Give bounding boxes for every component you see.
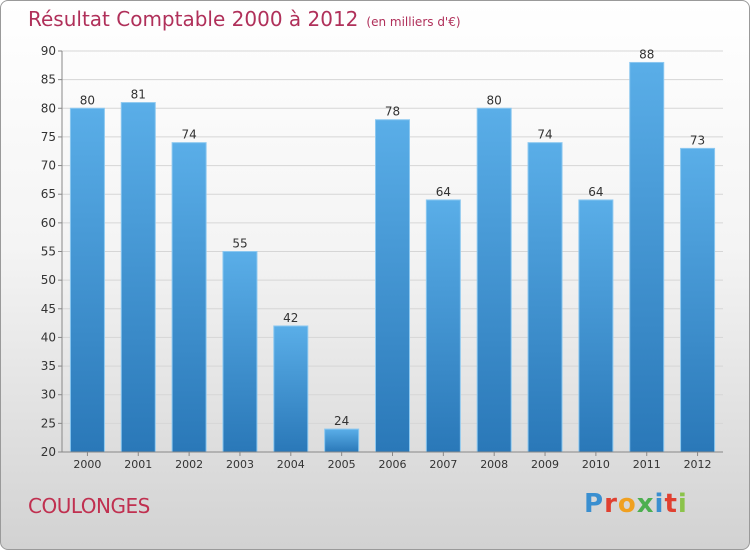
logo-letter: i — [677, 489, 688, 519]
logo-letter: x — [636, 489, 655, 519]
data-label-2012: 73 — [690, 133, 705, 147]
proxiti-logo: Proxiti — [584, 489, 688, 519]
logo-letter: r — [604, 489, 618, 519]
data-label-2000: 80 — [80, 93, 95, 107]
x-tick-label-2005: 2005 — [328, 458, 356, 471]
data-label-2005: 24 — [334, 414, 349, 428]
bar-2002 — [171, 142, 207, 453]
x-tick-label-2008: 2008 — [480, 458, 508, 471]
y-tick-label: 60 — [41, 216, 56, 230]
x-tick-label-2011: 2011 — [633, 458, 661, 471]
commune-name: COULONGES — [28, 494, 150, 518]
x-tick-label-2002: 2002 — [175, 458, 203, 471]
x-tick-label-2010: 2010 — [582, 458, 610, 471]
y-tick-label: 50 — [41, 273, 56, 287]
data-labels: 80 81 74 55 42 24 78 64 80 74 64 88 73 — [80, 47, 705, 428]
y-axis: 20 25 30 35 40 45 50 55 60 65 70 75 80 85 90 — [41, 44, 63, 459]
bar-2009 — [527, 142, 563, 453]
y-tick-label: 70 — [41, 159, 56, 173]
bar-2005 — [324, 428, 360, 453]
bar-2004 — [273, 325, 309, 453]
data-label-2008: 80 — [487, 93, 502, 107]
bars — [69, 61, 716, 453]
data-label-2009: 74 — [537, 128, 552, 142]
y-tick-label: 85 — [41, 73, 56, 87]
y-tick-label: 30 — [41, 388, 56, 402]
chart-title: Résultat Comptable 2000 à 2012 (en millie… — [28, 7, 461, 31]
data-label-2006: 78 — [385, 105, 400, 119]
x-tick-label-2000: 2000 — [73, 458, 101, 471]
bar-2012 — [680, 147, 716, 453]
logo-letter: P — [584, 489, 605, 519]
bar-2006 — [375, 119, 410, 453]
data-label-2010: 64 — [588, 185, 603, 199]
data-label-2011: 88 — [639, 47, 654, 61]
y-tick-label: 35 — [41, 359, 56, 373]
data-label-2007: 64 — [436, 185, 451, 199]
y-tick-label: 20 — [41, 445, 56, 459]
data-label-2004: 42 — [283, 311, 298, 325]
data-label-2003: 55 — [232, 237, 247, 251]
y-tick-label: 80 — [41, 101, 56, 115]
logo-letter: o — [617, 489, 637, 519]
y-tick-label: 45 — [41, 302, 56, 316]
x-tick-label-2012: 2012 — [684, 458, 712, 471]
y-tick-label: 65 — [41, 187, 56, 201]
x-tick-label-2006: 2006 — [379, 458, 407, 471]
x-tick-label-2001: 2001 — [124, 458, 152, 471]
y-tick-label: 25 — [41, 416, 56, 430]
y-tick-label: 40 — [41, 330, 56, 344]
logo-letter: t — [664, 489, 678, 519]
x-tick-label-2003: 2003 — [226, 458, 254, 471]
bar-2001 — [120, 102, 156, 453]
y-tick-label: 55 — [41, 245, 56, 259]
bar-2000 — [69, 107, 105, 453]
x-axis: 2000 2001 2002 2003 2004 2005 2006 2007 2008 2009… — [62, 451, 723, 471]
bar-2003 — [222, 251, 258, 453]
logo-letter: i — [654, 489, 665, 519]
data-label-2001: 81 — [131, 88, 146, 102]
bar-2010 — [578, 199, 614, 453]
y-tick-label: 75 — [41, 130, 56, 144]
bar-2008 — [476, 107, 512, 453]
x-tick-label-2004: 2004 — [277, 458, 305, 471]
bar-2011 — [629, 61, 665, 453]
data-label-2002: 74 — [181, 128, 196, 142]
bar-2007 — [425, 199, 461, 453]
title-unit: (en milliers d'€) — [366, 15, 461, 29]
title-text: Résultat Comptable 2000 à 2012 — [28, 7, 359, 31]
x-tick-label-2009: 2009 — [531, 458, 559, 471]
y-tick-label: 90 — [41, 44, 56, 58]
x-tick-label-2007: 2007 — [429, 458, 457, 471]
